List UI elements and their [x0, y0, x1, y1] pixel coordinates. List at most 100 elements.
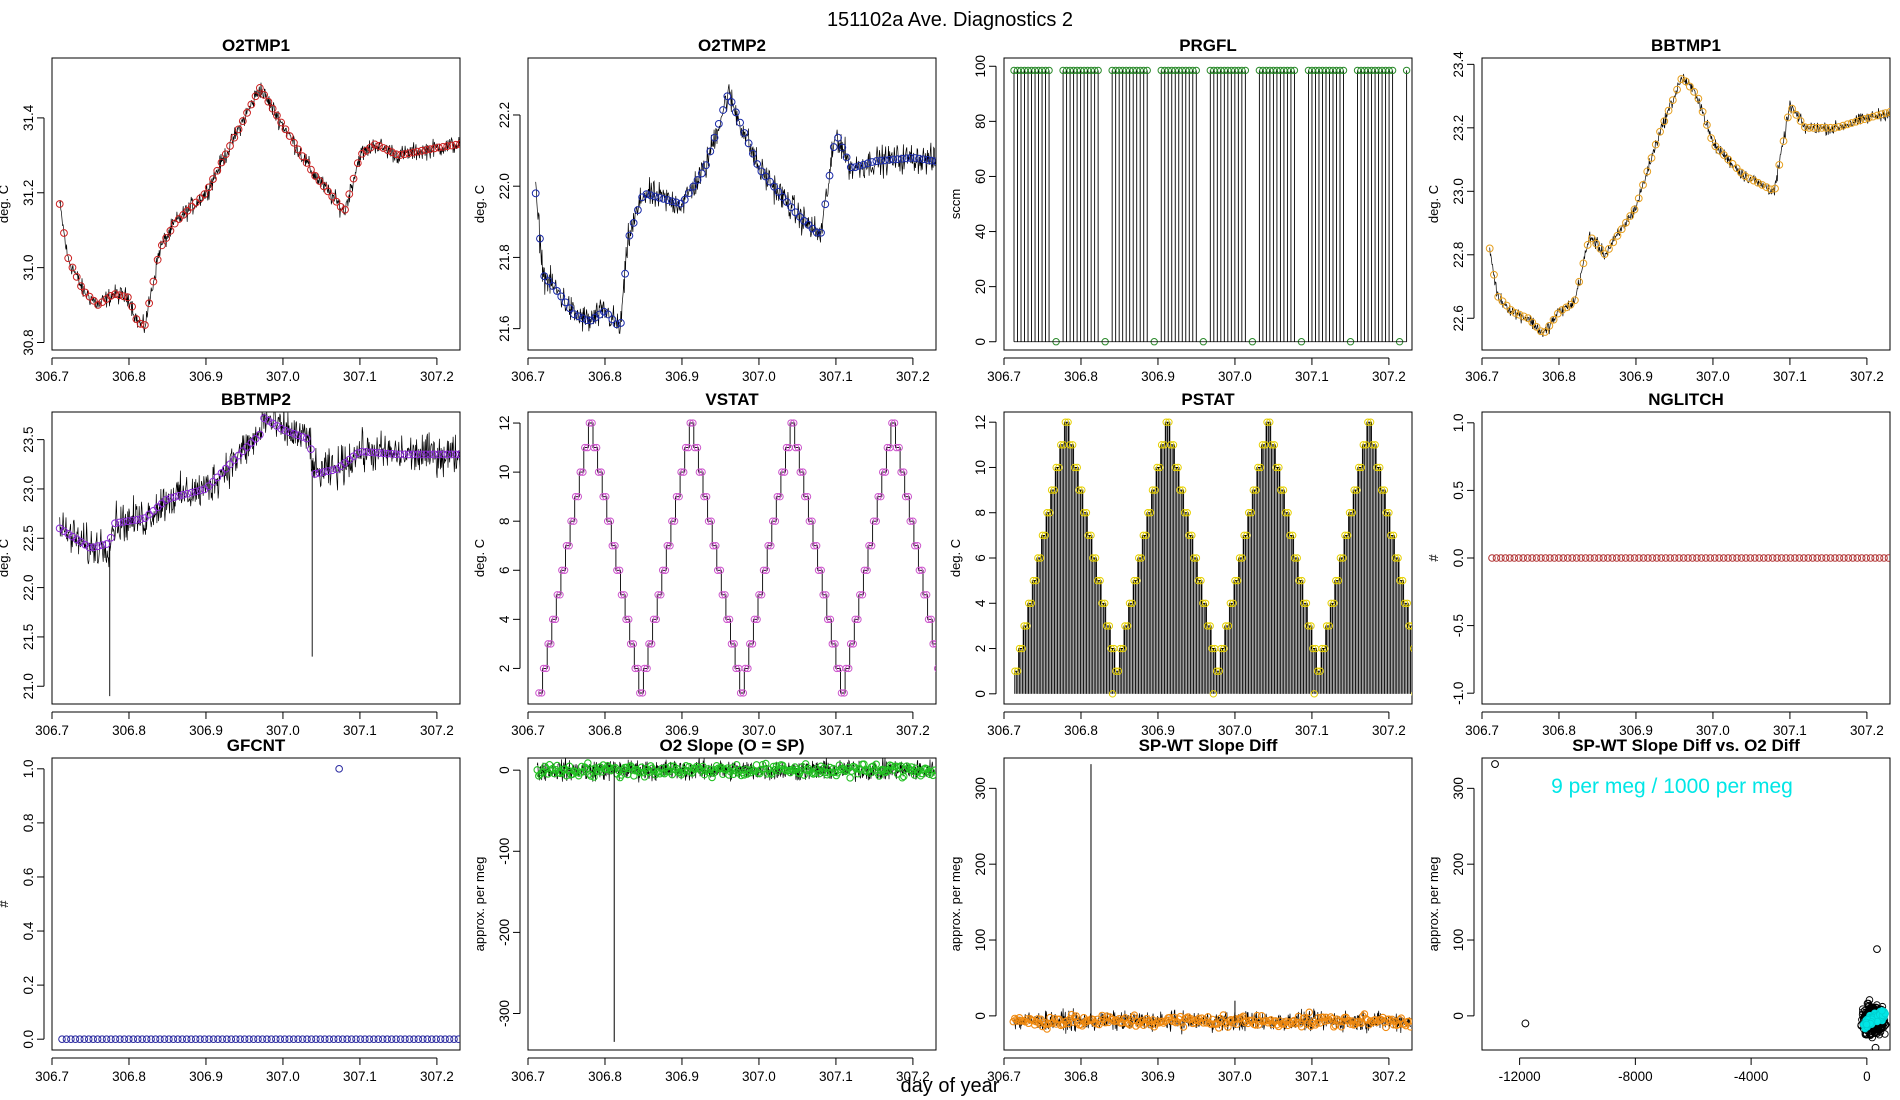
data-point [1309, 644, 1317, 653]
data-point [900, 772, 908, 781]
data-point [846, 163, 855, 172]
data-point [616, 319, 625, 327]
data-point [1114, 667, 1123, 675]
data-point [94, 542, 102, 551]
data-point [175, 215, 183, 223]
data-point [1336, 66, 1344, 75]
data-point [675, 492, 683, 501]
data-point [906, 517, 914, 525]
data-point [783, 198, 791, 206]
data-point [1169, 441, 1178, 449]
data-point [541, 762, 549, 771]
data-point [558, 566, 566, 574]
data-point [787, 203, 796, 212]
data-point [217, 158, 226, 167]
plot-area [535, 419, 936, 697]
data-point [1146, 509, 1155, 517]
data-point [1121, 1014, 1129, 1022]
data-point [686, 419, 694, 427]
data-point [213, 166, 222, 175]
data-point [838, 143, 847, 152]
data-point [414, 1035, 423, 1043]
data-point [1875, 554, 1884, 562]
data-point [1070, 463, 1079, 472]
x-tick-label: 307.1 [1295, 723, 1329, 738]
data-point [1073, 463, 1081, 472]
data-point [834, 133, 842, 142]
data-point [1210, 66, 1218, 75]
data-point [183, 206, 192, 215]
x-tick-label: 307.1 [1773, 723, 1807, 738]
data-point [774, 187, 783, 196]
data-point [1332, 576, 1340, 585]
y-tick-label: 0.4 [21, 921, 36, 940]
x-tick-label: 307.2 [1850, 369, 1884, 384]
y-tick-label: 0 [1451, 1012, 1466, 1020]
data-point [808, 224, 817, 233]
data-point [920, 591, 928, 599]
data-point [924, 615, 933, 624]
data-point [929, 771, 936, 780]
panel-title: O2 Slope (O = SP) [659, 736, 804, 755]
data-point [1808, 554, 1817, 562]
data-point [655, 193, 664, 202]
data-point [557, 292, 566, 301]
plot-area [531, 84, 936, 335]
data-point [1546, 554, 1554, 562]
data-point [822, 591, 830, 599]
data-point [787, 419, 795, 427]
data-point [336, 203, 345, 211]
data-point [763, 770, 772, 778]
data-point [409, 148, 418, 157]
y-tick-label: -300 [497, 1000, 512, 1027]
x-tick-label: 307.1 [819, 369, 853, 384]
data-point [1609, 238, 1618, 247]
data-point [1583, 241, 1592, 249]
plot-frame [527, 411, 937, 705]
data-point [1759, 554, 1768, 562]
data-point [1506, 554, 1514, 562]
data-point [417, 450, 426, 459]
data-point [1273, 66, 1281, 75]
data-point [111, 519, 119, 528]
data-point [570, 517, 578, 525]
data-point [645, 640, 653, 648]
data-point [1881, 1030, 1889, 1038]
data-point [182, 1035, 191, 1043]
data-point [863, 566, 871, 574]
data-point [1532, 322, 1541, 331]
data-point [829, 143, 838, 151]
data-point [700, 492, 708, 501]
data-point [115, 518, 124, 527]
x-tick-label: 306.9 [189, 723, 223, 738]
data-point [1098, 1011, 1106, 1020]
data-point [826, 615, 835, 624]
data-point [383, 1035, 391, 1043]
data-point [140, 321, 149, 329]
data-point [1084, 531, 1092, 540]
data-point [672, 198, 681, 207]
data-point [321, 1035, 329, 1043]
x-tick-label: 307.2 [1372, 723, 1406, 738]
x-tick-label: 307.0 [742, 369, 776, 384]
data-point [1041, 531, 1049, 540]
data-point [693, 176, 702, 184]
y-tick-label: 21.5 [21, 624, 36, 650]
data-point [1746, 554, 1755, 562]
data-point [892, 443, 901, 452]
x-tick-label: 306.9 [189, 1069, 223, 1084]
data-point [1550, 554, 1559, 562]
data-point [338, 1035, 347, 1043]
data-point [93, 1035, 102, 1043]
panel-nglitch: NGLITCH #306.7 306.8 306.9 307.0 307.1 307.2 -1… [1426, 390, 1891, 738]
data-point [627, 762, 635, 770]
y-tick-label: 21.8 [497, 244, 512, 270]
data-point [1180, 509, 1189, 517]
data-point [1098, 599, 1106, 607]
data-point [1047, 486, 1056, 494]
data-point [611, 542, 619, 550]
data-point [249, 1035, 258, 1043]
data-point [915, 566, 924, 574]
data-point [268, 104, 277, 113]
data-point [878, 468, 887, 476]
